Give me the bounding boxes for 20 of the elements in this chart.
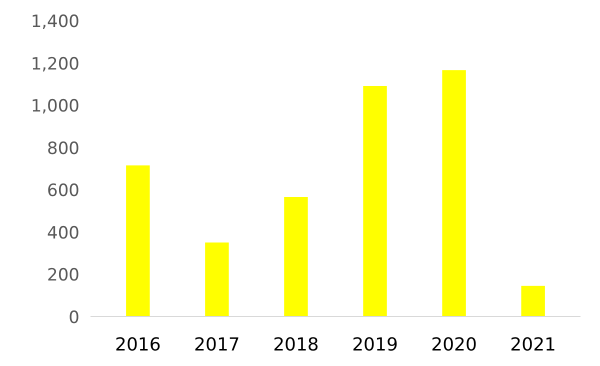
y-tick-label: 400 — [47, 223, 80, 244]
x-tick-label: 2020 — [431, 334, 477, 356]
x-tick-label: 2019 — [352, 334, 398, 356]
bar — [521, 286, 545, 316]
y-tick-label: 1,400 — [30, 12, 80, 32]
bar — [363, 86, 387, 316]
bar — [205, 242, 229, 316]
x-tick-label: 2021 — [510, 334, 556, 356]
x-tick-label: 2018 — [273, 334, 319, 356]
y-tick-label: 0 — [68, 308, 80, 328]
y-tick-label: 1,000 — [30, 96, 80, 117]
y-tick-label: 800 — [47, 138, 80, 159]
bar — [284, 197, 308, 316]
bar — [442, 70, 466, 316]
y-tick-label: 1,200 — [30, 54, 80, 74]
x-tick-label: 2016 — [115, 334, 161, 356]
y-tick-label: 600 — [47, 181, 80, 202]
bar — [126, 165, 150, 316]
x-tick-label: 2017 — [194, 334, 240, 356]
y-tick-label: 200 — [47, 266, 80, 286]
